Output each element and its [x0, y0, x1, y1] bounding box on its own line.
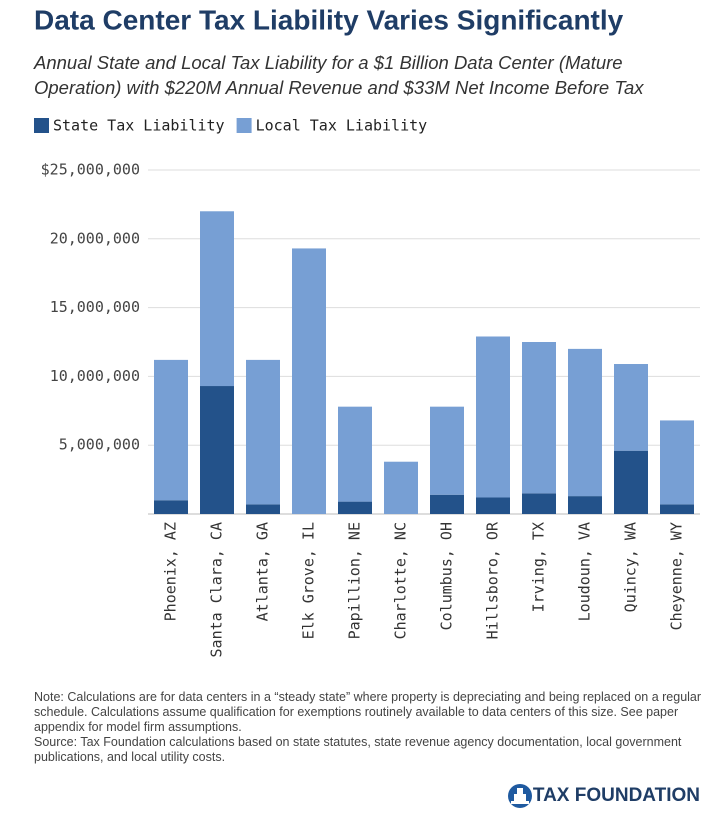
- bar-segment: [660, 504, 694, 514]
- bar-segment: [614, 450, 648, 514]
- x-tick-label: Loudoun, VA: [576, 522, 594, 621]
- y-tick-label: 10,000,000: [50, 367, 140, 385]
- x-tick-label: Irving, TX: [530, 522, 548, 612]
- x-tick-label: Papillion, NE: [346, 522, 364, 639]
- x-tick-label: Phoenix, AZ: [162, 522, 180, 621]
- y-tick-label: 5,000,000: [59, 436, 140, 454]
- logo-text: TAX FOUNDATION: [533, 785, 700, 806]
- x-tick-label: Quincy, WA: [622, 522, 640, 612]
- legend-label: State Tax Liability: [53, 117, 225, 135]
- bar-segment: [430, 494, 464, 514]
- bar-segment: [154, 500, 188, 514]
- bar-segment: [246, 359, 280, 505]
- legend-label: Local Tax Liability: [256, 117, 428, 135]
- bar-segment: [338, 501, 372, 514]
- x-tick-label: Charlotte, NC: [392, 522, 410, 639]
- bar-segment: [200, 386, 234, 514]
- bar-segment: [568, 348, 602, 497]
- y-tick-label: 15,000,000: [50, 298, 140, 316]
- logo-icon: [508, 784, 532, 808]
- subtitle: Annual State and Local Tax Liability for…: [33, 52, 623, 73]
- legend-swatch: [34, 118, 49, 133]
- bar-segment: [522, 342, 556, 494]
- x-tick-label: Elk Grove, IL: [300, 522, 318, 639]
- bar-segment: [154, 359, 188, 501]
- chart-title: Data Center Tax Liability Varies Signifi…: [34, 4, 624, 35]
- bar-segment: [246, 504, 280, 514]
- bar-segment: [568, 496, 602, 514]
- bar-segment: [522, 493, 556, 514]
- y-tick-label: 20,000,000: [50, 229, 140, 247]
- note: Note: Calculations are for data centers …: [34, 690, 702, 734]
- bar-segment: [200, 211, 234, 387]
- x-tick-label: Santa Clara, CA: [208, 522, 226, 657]
- legend-swatch: [236, 118, 252, 133]
- y-tick-label: $25,000,000: [41, 161, 140, 179]
- bar-segment: [292, 248, 326, 514]
- subtitle: Operation) with $220M Annual Revenue and…: [34, 77, 644, 98]
- x-tick-label: Atlanta, GA: [254, 522, 272, 621]
- bar-segment: [660, 420, 694, 505]
- bar-segment: [384, 461, 418, 514]
- x-tick-label: Hillsboro, OR: [484, 521, 502, 639]
- notes: Note: Calculations are for data centers …: [34, 690, 702, 765]
- bar-segment: [476, 497, 510, 514]
- bar-segment: [430, 406, 464, 495]
- source: Source: Tax Foundation calculations base…: [34, 735, 682, 764]
- bar-segment: [338, 406, 372, 502]
- bar-segment: [476, 336, 510, 498]
- bar-segment: [614, 364, 648, 451]
- x-tick-label: Cheyenne, WY: [668, 522, 686, 630]
- x-tick-label: Columbus, OH: [438, 522, 456, 630]
